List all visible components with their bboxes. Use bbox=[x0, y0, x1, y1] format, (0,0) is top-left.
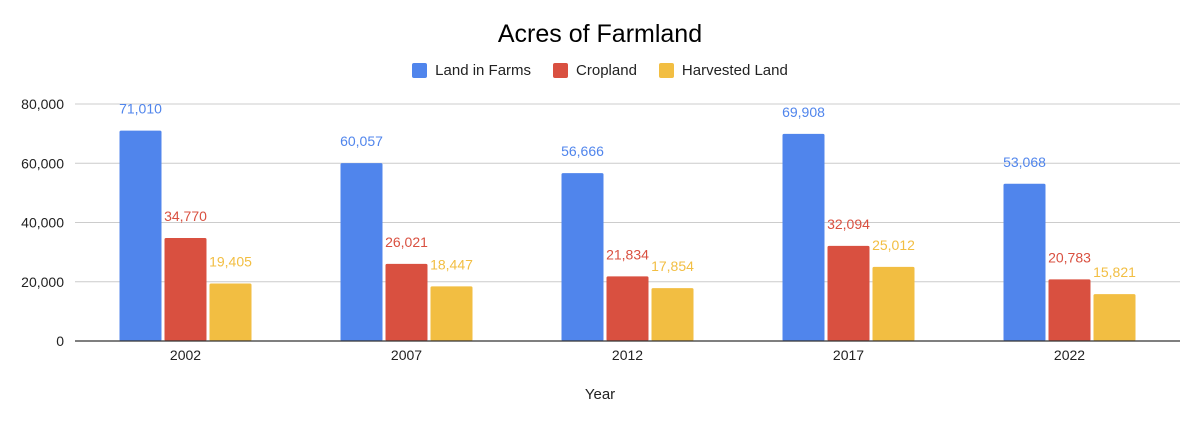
y-tick-label: 20,000 bbox=[21, 274, 64, 290]
data-label: 25,012 bbox=[872, 237, 915, 253]
data-label: 34,770 bbox=[164, 208, 207, 224]
data-label: 69,908 bbox=[782, 104, 825, 120]
legend-swatch-land-in-farms bbox=[412, 63, 428, 78]
data-label: 15,821 bbox=[1093, 264, 1136, 280]
bar-cropland bbox=[827, 245, 870, 341]
bar-harvested-land bbox=[651, 288, 694, 341]
bar-harvested-land bbox=[430, 286, 473, 341]
y-tick-label: 0 bbox=[56, 333, 64, 349]
x-tick-label: 2022 bbox=[1054, 347, 1085, 363]
bar-cropland bbox=[385, 263, 428, 341]
bar-cropland bbox=[164, 237, 207, 341]
data-label: 32,094 bbox=[827, 216, 870, 232]
legend-label-cropland: Cropland bbox=[576, 62, 637, 79]
x-tick-label: 2012 bbox=[612, 347, 643, 363]
chart-title: Acres of Farmland bbox=[497, 20, 703, 48]
x-tick-label: 2007 bbox=[391, 347, 422, 363]
bar-harvested-land bbox=[209, 283, 252, 341]
bar-land-in-farms bbox=[1003, 183, 1046, 341]
data-label: 71,010 bbox=[119, 101, 162, 117]
data-label: 18,447 bbox=[430, 256, 473, 272]
x-tick-label: 2002 bbox=[170, 347, 201, 363]
x-tick-label: 2017 bbox=[833, 347, 864, 363]
legend-swatch-cropland bbox=[553, 63, 569, 78]
bar-cropland bbox=[606, 276, 649, 341]
data-label: 17,854 bbox=[651, 258, 694, 274]
legend-label-harvested-land: Harvested Land bbox=[681, 62, 788, 79]
legend-item-cropland: Cropland bbox=[553, 62, 637, 79]
legend-label-land-in-farms: Land in Farms bbox=[435, 62, 532, 79]
bar-land-in-farms bbox=[561, 173, 604, 341]
y-tick-label: 60,000 bbox=[21, 155, 64, 171]
data-label: 19,405 bbox=[209, 254, 252, 270]
legend-swatch-harvested-land bbox=[658, 63, 674, 78]
data-label: 20,783 bbox=[1048, 249, 1091, 265]
bar-cropland bbox=[1048, 279, 1091, 341]
legend-item-harvested-land: Harvested Land bbox=[658, 62, 788, 79]
bar-land-in-farms bbox=[340, 163, 383, 341]
legend: Land in Farms Cropland Harvested Land bbox=[0, 62, 1200, 79]
data-label: 60,057 bbox=[340, 133, 383, 149]
bar-harvested-land bbox=[872, 266, 915, 341]
y-tick-label: 40,000 bbox=[21, 215, 64, 231]
data-label: 21,834 bbox=[606, 246, 649, 262]
bar-land-in-farms bbox=[119, 130, 162, 341]
bar-harvested-land bbox=[1093, 294, 1136, 341]
x-axis-label: Year bbox=[584, 386, 616, 403]
data-label: 53,068 bbox=[1003, 154, 1046, 170]
data-label: 56,666 bbox=[561, 143, 604, 159]
y-tick-label: 80,000 bbox=[21, 96, 64, 112]
legend-item-land-in-farms: Land in Farms bbox=[412, 62, 531, 79]
bar-land-in-farms bbox=[782, 133, 825, 341]
data-label: 26,021 bbox=[385, 234, 428, 250]
